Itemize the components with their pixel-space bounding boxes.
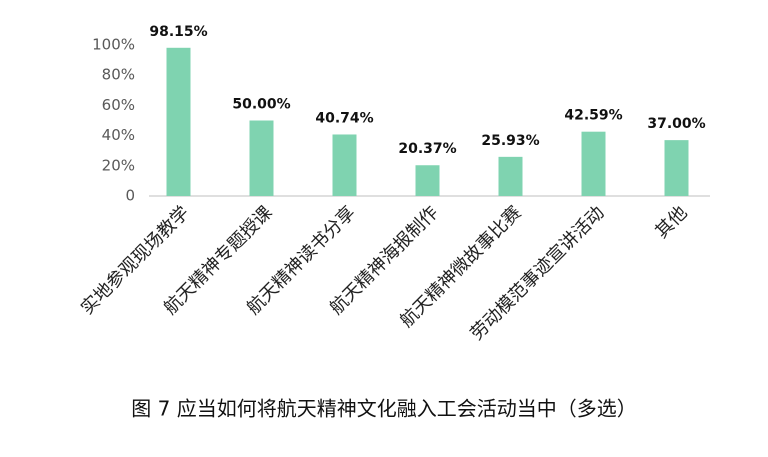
value-label: 98.15% (149, 24, 207, 40)
y-tick-label: 40% (102, 126, 135, 144)
chart-title: 图 7 应当如何将航天精神文化融入工会活动当中（多选） (131, 397, 636, 421)
x-tick-label: 其他 (651, 202, 691, 242)
y-tick-label: 80% (102, 66, 135, 84)
bar (498, 156, 523, 196)
value-label: 42.59% (564, 108, 622, 124)
y-tick-label: 100% (92, 36, 135, 54)
y-tick-label: 0 (125, 187, 135, 205)
y-tick-label: 20% (102, 156, 135, 174)
value-label: 25.93% (481, 133, 539, 149)
bar (249, 120, 274, 196)
value-label: 40.74% (315, 110, 373, 126)
x-tick-label: 劳动模范事迹宣讲活动 (466, 202, 608, 344)
bar (581, 131, 606, 196)
value-label: 37.00% (647, 116, 705, 132)
bar (664, 140, 689, 196)
bar (166, 47, 191, 196)
value-label: 20.37% (398, 141, 456, 157)
y-tick-label: 60% (102, 96, 135, 114)
value-label: 50.00% (232, 97, 290, 113)
bar (332, 134, 357, 196)
bar (415, 165, 440, 196)
